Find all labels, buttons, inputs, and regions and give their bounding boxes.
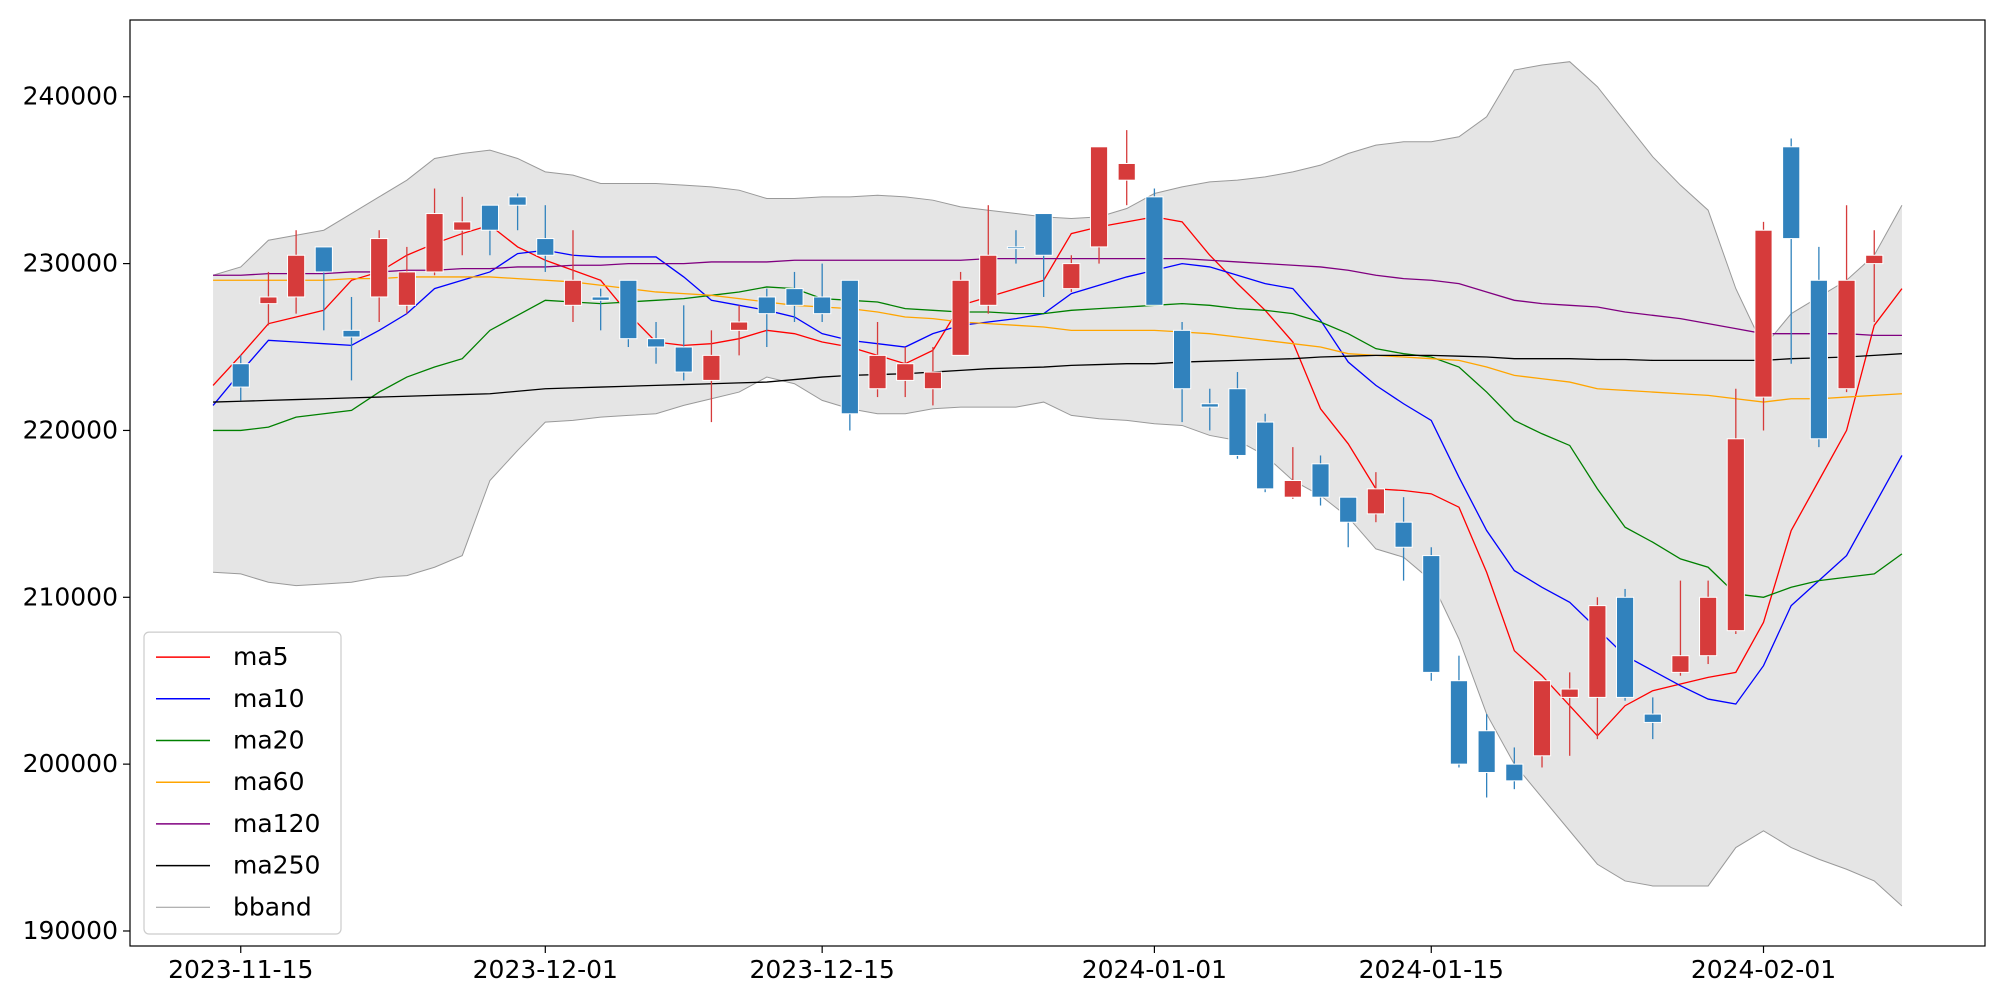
candle-body (591, 296, 610, 301)
candle-body (1754, 229, 1773, 398)
candle-body (1699, 596, 1718, 657)
plot-area (212, 61, 1903, 907)
legend-label: ma20 (233, 726, 304, 755)
candle-body (1837, 279, 1856, 390)
candle-body (757, 296, 776, 315)
candle-body (259, 296, 278, 305)
x-tick-label: 2024-01-01 (1082, 955, 1227, 984)
candle-body (1034, 213, 1053, 256)
candle-body (1532, 680, 1552, 757)
candle-body (951, 279, 970, 356)
y-tick-label: 200000 (23, 749, 118, 778)
legend-label: ma250 (233, 851, 320, 880)
candle-body (840, 279, 859, 415)
legend-label: bband (233, 892, 312, 921)
ma-line (213, 257, 1902, 336)
plot-frame (129, 19, 1986, 947)
candle-body (1809, 279, 1828, 440)
candle-body (453, 221, 472, 231)
candle-body (1200, 403, 1219, 408)
x-tick-label: 2023-11-15 (168, 955, 313, 984)
candle-body (1782, 146, 1801, 240)
ma-line (213, 353, 1902, 403)
candle-body (536, 238, 555, 256)
candle-body (1505, 763, 1524, 782)
candle-body (1671, 655, 1690, 673)
candle-body (619, 279, 638, 340)
candle-body (314, 246, 333, 273)
candle-body (1006, 246, 1026, 250)
candle-body (425, 213, 444, 273)
y-tick-label: 220000 (23, 415, 118, 444)
x-tick-label: 2024-01-15 (1359, 955, 1504, 984)
candle-body (646, 338, 666, 348)
candle-body (923, 371, 942, 390)
candle-body (287, 254, 306, 298)
candle-body (1145, 196, 1164, 306)
candle-body (1117, 162, 1136, 181)
bband-fill (213, 61, 1902, 906)
legend-label: ma120 (233, 809, 320, 838)
candle-body (1366, 488, 1385, 515)
y-tick-label: 210000 (23, 582, 118, 611)
candle-body (674, 346, 693, 373)
candle-body (1339, 496, 1358, 523)
y-tick-label: 190000 (23, 916, 118, 945)
bband-line (213, 376, 1903, 907)
legend-box (143, 631, 342, 935)
candle-body (813, 296, 832, 315)
candle-body (1449, 680, 1469, 765)
candle-body (1865, 254, 1884, 265)
candle-body (1228, 388, 1247, 456)
candle-body (1311, 463, 1330, 498)
candle-body (1394, 521, 1413, 548)
candle-body (342, 329, 361, 338)
candle-body (1588, 605, 1607, 698)
candle-body (370, 238, 389, 298)
candle-body (730, 321, 749, 331)
candle-body (1089, 146, 1109, 248)
candle-body (1062, 263, 1081, 290)
candle-body (1560, 688, 1579, 698)
legend-label: ma5 (233, 642, 289, 671)
x-tick-label: 2023-12-01 (473, 955, 618, 984)
y-tick-label: 240000 (23, 82, 118, 111)
candle-body (1615, 596, 1635, 698)
candle-body (868, 354, 887, 390)
bband-line (212, 61, 1903, 348)
candle-body (1477, 730, 1496, 773)
candle-body (1422, 555, 1441, 673)
candle-body (1726, 438, 1745, 632)
candle-body (1283, 479, 1302, 498)
candle-body (785, 288, 804, 306)
candle-body (1173, 329, 1192, 390)
candle-body (1256, 421, 1275, 490)
candle-body (979, 254, 998, 306)
candle-body (1643, 713, 1662, 723)
candle-body (896, 363, 915, 381)
candle-body (702, 354, 721, 381)
candle-body (231, 363, 250, 388)
legend-label: ma60 (233, 767, 304, 796)
x-tick-label: 2024-02-01 (1691, 955, 1836, 984)
ma-line (213, 286, 1903, 598)
candle-body (563, 279, 583, 306)
x-tick-label: 2023-12-15 (750, 955, 895, 984)
y-tick-label: 230000 (23, 249, 118, 278)
legend-label: ma10 (233, 684, 304, 713)
candle-body (508, 196, 527, 206)
candle-body (397, 271, 416, 306)
legend: ma5 ma10 ma20 ma60 ma120 ma250 bband (143, 631, 342, 935)
ma-line (213, 276, 1902, 403)
candle-body (480, 204, 500, 231)
